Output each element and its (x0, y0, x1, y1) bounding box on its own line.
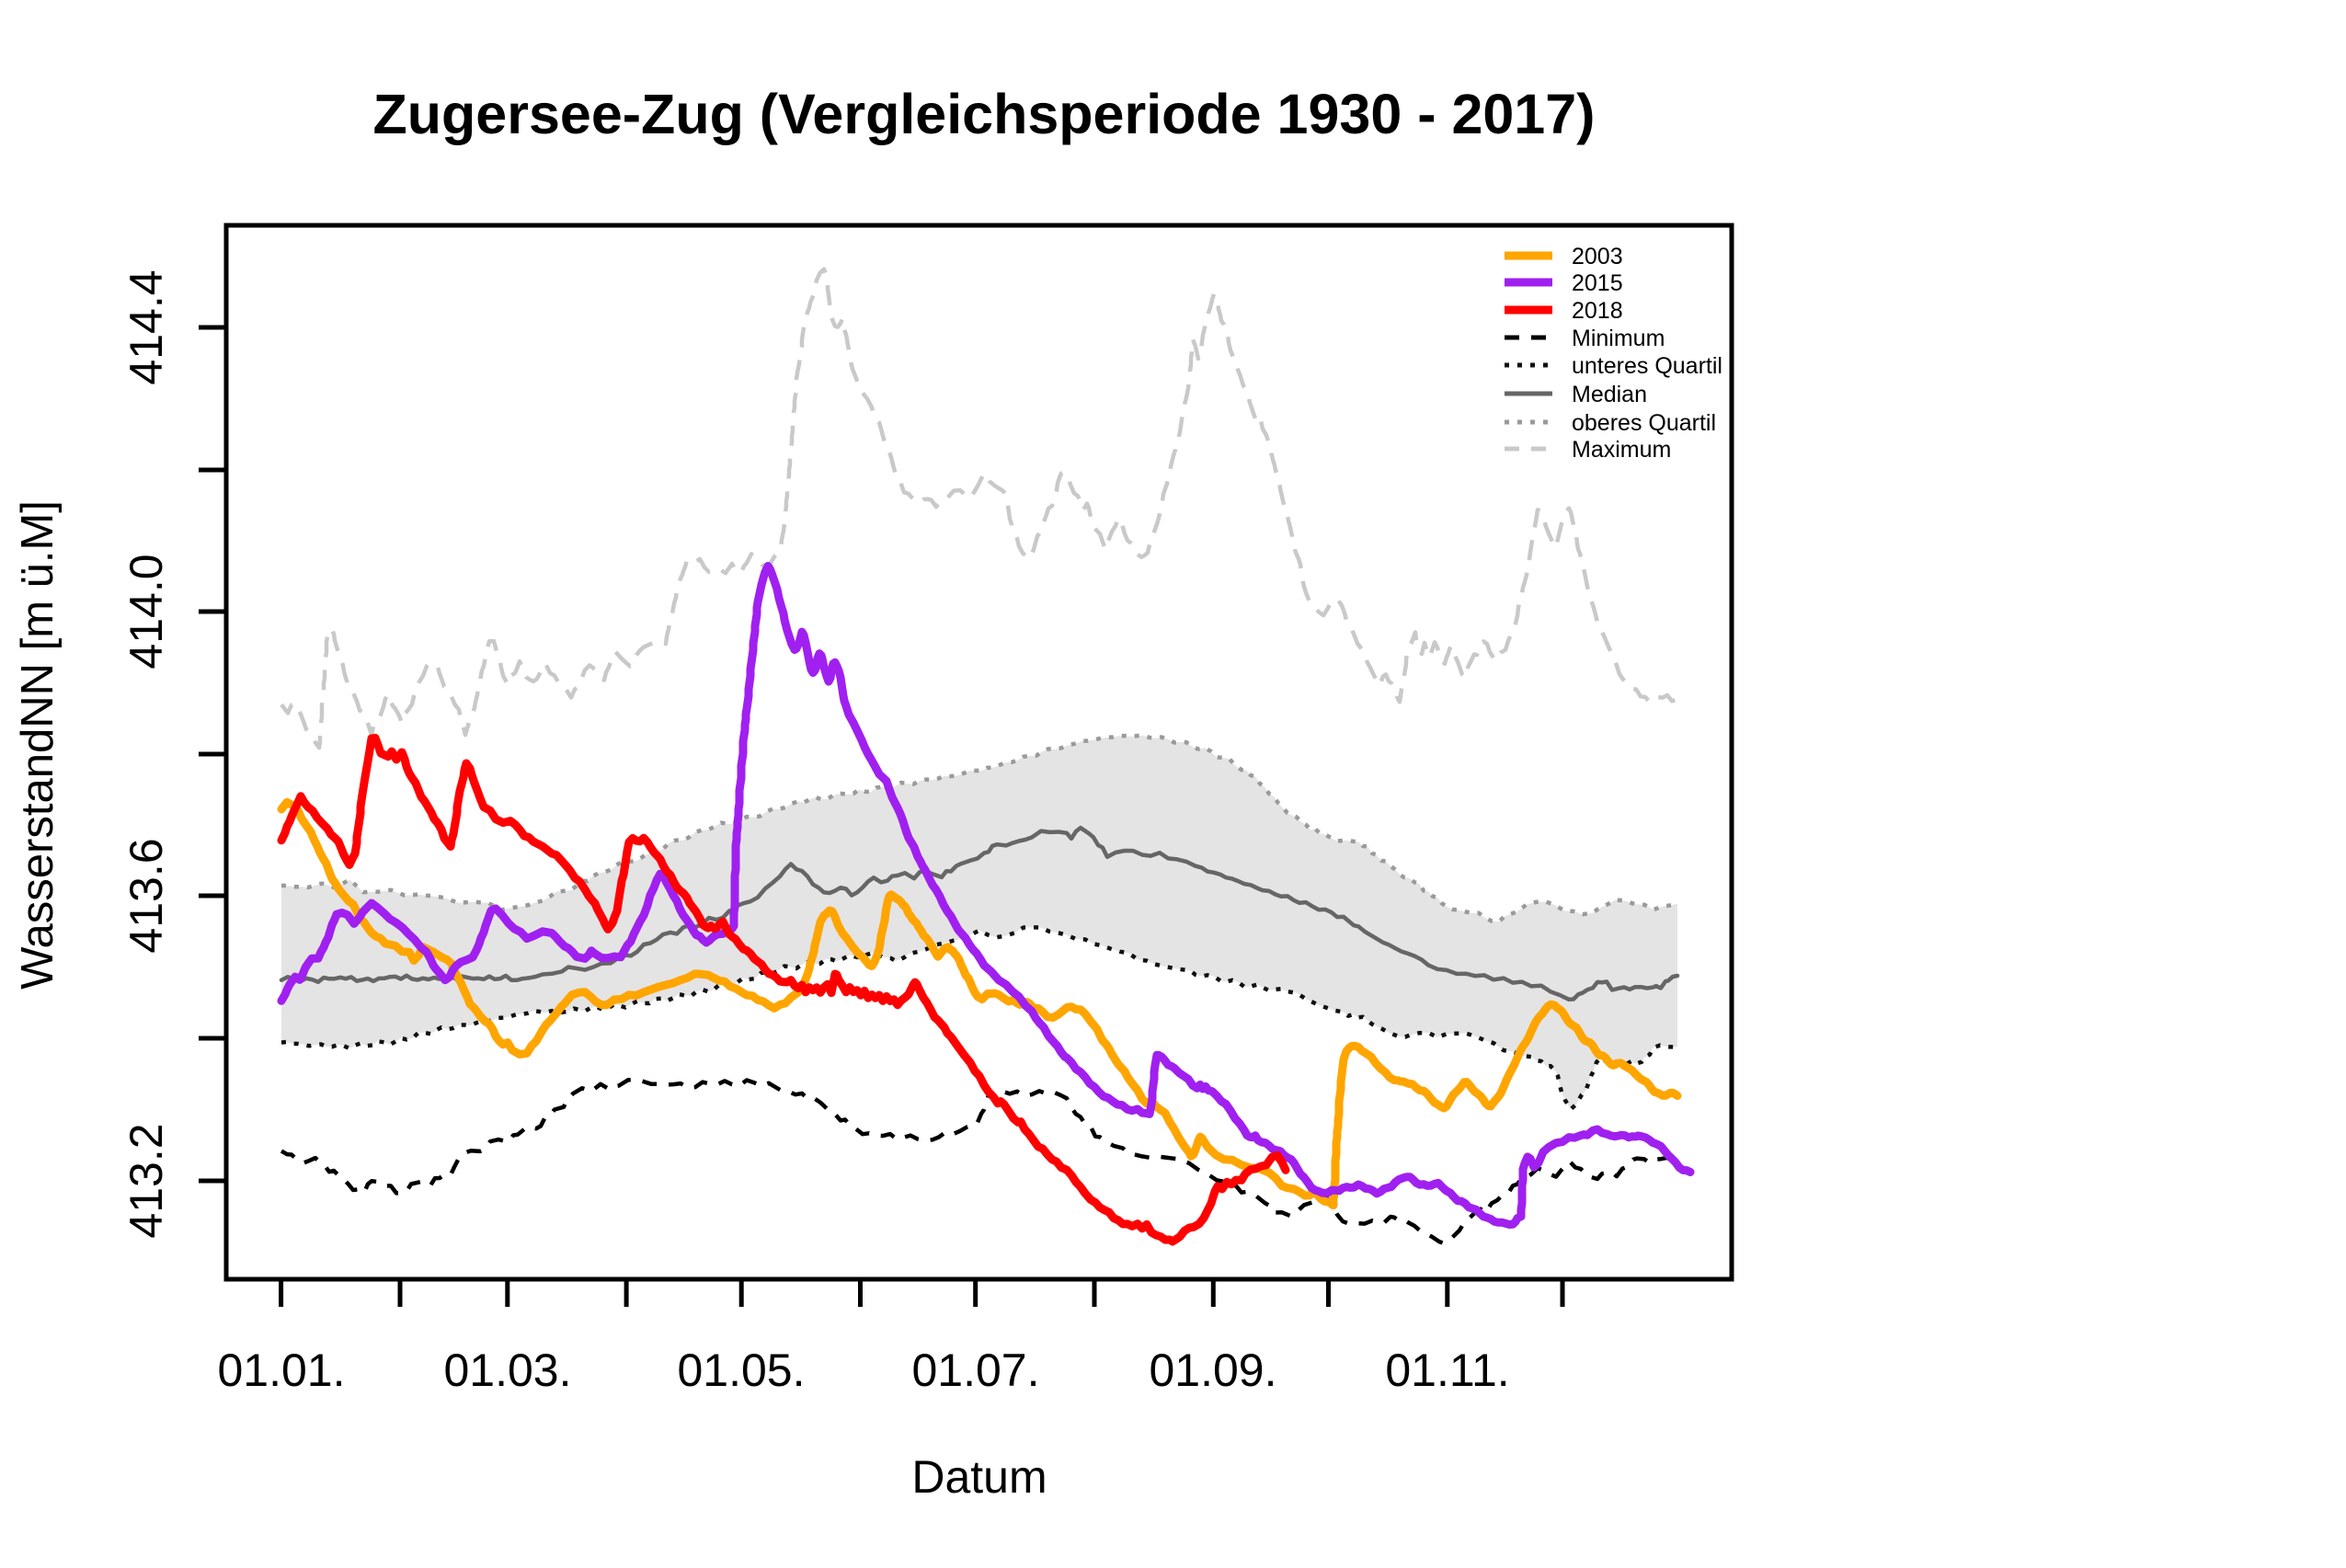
svg-text:Minimum: Minimum (1572, 326, 1665, 351)
svg-text:01.05.: 01.05. (677, 1345, 805, 1396)
svg-text:413.6: 413.6 (120, 838, 172, 953)
svg-text:01.07.: 01.07. (911, 1345, 1039, 1396)
svg-text:2018: 2018 (1572, 298, 1623, 324)
svg-text:2003: 2003 (1572, 244, 1623, 269)
svg-text:01.01.: 01.01. (217, 1345, 345, 1396)
svg-text:414.4: 414.4 (120, 269, 172, 384)
svg-text:01.03.: 01.03. (443, 1345, 571, 1396)
svg-text:Maximum: Maximum (1572, 437, 1671, 463)
svg-text:WasserstandNN [m ü.M]: WasserstandNN [m ü.M] (13, 500, 63, 990)
svg-text:2015: 2015 (1572, 270, 1623, 296)
svg-text:01.09.: 01.09. (1149, 1345, 1276, 1396)
svg-text:414.0: 414.0 (120, 554, 172, 669)
svg-text:unteres Quartil: unteres Quartil (1572, 353, 1722, 379)
svg-text:413.2: 413.2 (120, 1123, 172, 1238)
svg-text:Datum: Datum (911, 1451, 1047, 1503)
svg-text:Median: Median (1572, 382, 1647, 407)
svg-text:Zugersee-Zug (Vergleichsperiod: Zugersee-Zug (Vergleichsperiode 1930 - 2… (373, 83, 1596, 145)
svg-text:oberes Quartil: oberes Quartil (1572, 410, 1716, 436)
svg-text:01.11.: 01.11. (1385, 1345, 1509, 1396)
